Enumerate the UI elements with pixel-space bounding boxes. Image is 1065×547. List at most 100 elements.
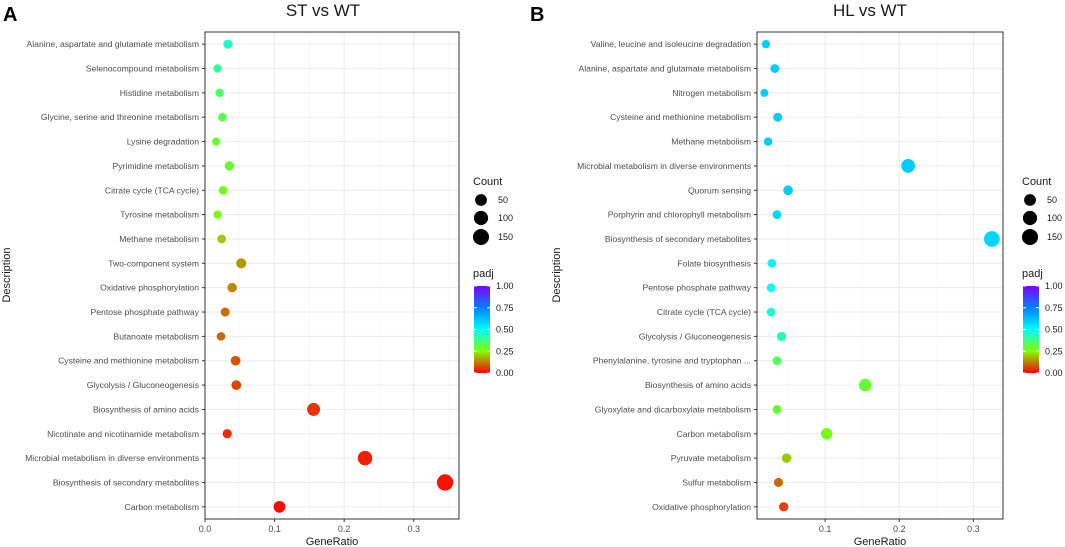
data-point (213, 64, 222, 73)
y-tick-label: Cysteine and methionine metabolism (58, 356, 199, 366)
grid-horizontal-b (757, 43, 1003, 508)
y-tick-label: Methane metabolism (119, 234, 199, 244)
y-tick-label: Lysine degradation (127, 137, 200, 147)
plot-border-b (756, 31, 1004, 520)
padj-legend-label: 0.00 (496, 368, 514, 378)
data-point (761, 40, 771, 49)
y-tick-label: Porphyrin and chlorophyll metabolism (608, 210, 751, 220)
y-tick-label: Biosynthesis of amino acids (645, 380, 751, 390)
data-point (236, 258, 247, 269)
grid-vertical-b (787, 32, 974, 519)
y-tick-label: Nicotinate and nicotinamide metabolism (47, 429, 199, 439)
data-point (220, 307, 230, 317)
legend-padj-title-a: padj (473, 268, 494, 280)
y-tick-label: Pentose phosphate pathway (643, 283, 752, 293)
data-point (772, 356, 782, 366)
y-tick-label: Glycolysis / Gluconeogenesis (87, 380, 199, 390)
y-tick-label: Sulfur metabolism (682, 477, 751, 487)
y-tick-label: Nitrogen metabolism (672, 88, 751, 98)
data-point (224, 161, 235, 171)
y-tick-label: Folate biosynthesis (677, 258, 751, 268)
chart-title-a: ST vs WT (286, 1, 360, 20)
y-tick-label: Selenocompound metabolism (86, 64, 199, 74)
plot-border-a (204, 31, 460, 520)
panel-letter-b: B (530, 4, 544, 26)
padj-legend-label: 0.00 (1045, 368, 1063, 378)
data-point (766, 307, 776, 317)
data-point (222, 429, 232, 439)
count-legend-dot (475, 194, 487, 206)
padj-legend-label: 0.75 (1045, 303, 1063, 313)
data-point (766, 283, 776, 292)
y-tick-label: Glycine, serine and threonine metabolism (41, 112, 199, 122)
y-tick-label: Biosynthesis of secondary metabolites (605, 234, 751, 244)
y-tick-label: Pyrimidine metabolism (113, 161, 199, 171)
x-tick-labels-a: 0.0 0.1 0.2 0.3 (199, 519, 420, 534)
y-tick-label: Microbial metabolism in diverse environm… (577, 161, 751, 171)
data-point (773, 477, 784, 488)
count-legend-dot (473, 210, 489, 226)
y-tick-label: Two-component system (108, 258, 199, 268)
y-tick-label: Pyruvate metabolism (671, 453, 751, 463)
legend-a: Count 50 100 150 padj 1.00 0.75 0.50 0.25 0.00 (472, 176, 514, 378)
data-point (227, 282, 237, 293)
plot-background-b (757, 32, 1003, 519)
panel-st-vs-wt: A ST vs WT Alanine, aspartate and glutam… (1, 1, 460, 547)
data-point (776, 331, 787, 342)
data-point (778, 502, 789, 512)
data-point (307, 402, 321, 416)
padj-legend-label: 0.75 (496, 303, 514, 313)
padj-legend-a: 1.00 0.75 0.50 0.25 0.00 (474, 281, 514, 378)
count-legend-dot (1022, 210, 1038, 226)
data-point (213, 210, 222, 219)
count-legend-dot (472, 228, 490, 246)
padj-legend-label: 0.25 (496, 346, 514, 356)
count-legend-label: 150 (498, 232, 513, 242)
x-axis-label-b: GeneRatio (854, 536, 907, 547)
padj-colorbar-b (1023, 286, 1039, 373)
data-point (215, 88, 224, 98)
data-point (212, 137, 221, 146)
x-tick-label: 0.2 (338, 524, 351, 534)
data-point (273, 500, 286, 513)
x-tick-label: 0.1 (268, 524, 281, 534)
panel-letter-a: A (3, 4, 17, 26)
data-point (901, 159, 916, 173)
x-tick-labels-b: 0.1 0.2 0.3 (819, 519, 980, 534)
data-point (772, 404, 782, 414)
y-tick-label: Oxidative phosphorylation (100, 283, 199, 293)
y-tick-label: Butanoate metabolism (113, 331, 199, 341)
y-tick-labels-b: Valine, leucine and isoleucine degradati… (577, 39, 757, 512)
y-tick-label: Carbon metabolism (676, 429, 751, 439)
data-point (760, 88, 769, 97)
y-tick-labels-a: Alanine, aspartate and glutamate metabol… (25, 39, 205, 512)
y-tick-label: Carbon metabolism (124, 502, 199, 512)
padj-legend-label: 0.50 (496, 325, 514, 335)
padj-legend-b: 1.00 0.75 0.50 0.25 0.00 (1023, 281, 1063, 378)
data-point (216, 332, 226, 341)
x-tick-label: 0.1 (819, 524, 832, 534)
count-legend-label: 50 (498, 195, 508, 205)
data-point (858, 378, 872, 392)
y-axis-label-a: Description (1, 247, 13, 302)
data-point (770, 64, 780, 73)
y-tick-label: Microbial metabolism in diverse environm… (25, 453, 199, 463)
y-tick-label: Quorum sensing (688, 185, 751, 195)
x-tick-label: 0.3 (967, 524, 980, 534)
data-point (772, 210, 782, 220)
y-tick-label: Tyrosine metabolism (120, 210, 199, 220)
padj-legend-label: 0.50 (1045, 325, 1063, 335)
points-b (760, 40, 1000, 512)
data-point (773, 112, 783, 122)
count-legend-b: 50 100 150 (1021, 194, 1062, 246)
y-tick-label: Alanine, aspartate and glutamate metabol… (579, 64, 751, 74)
count-legend-label: 150 (1047, 232, 1062, 242)
data-point (223, 39, 233, 49)
y-tick-label: Glyoxylate and dicarboxylate metabolism (595, 404, 751, 414)
data-point (231, 380, 242, 390)
data-point (781, 453, 792, 463)
data-point (357, 450, 373, 466)
plot-background-a (205, 32, 459, 519)
x-axis-label-a: GeneRatio (306, 536, 359, 547)
